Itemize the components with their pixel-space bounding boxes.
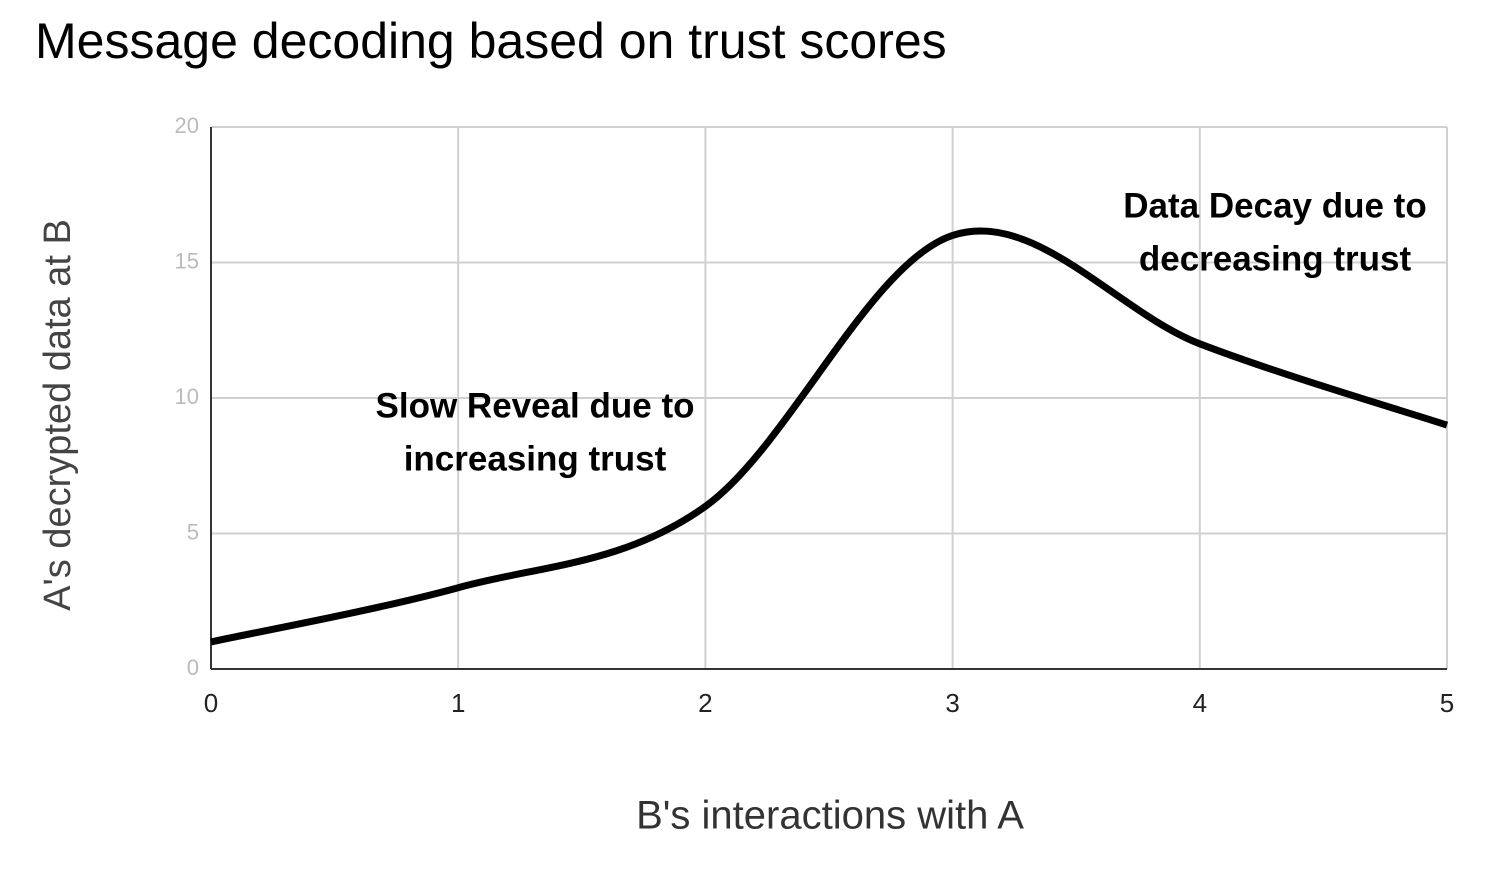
x-tick-label: 2 bbox=[698, 688, 712, 718]
annotation: Data Decay due to bbox=[1123, 186, 1426, 225]
annotation: increasing trust bbox=[404, 439, 667, 478]
chart-title: Message decoding based on trust scores bbox=[35, 13, 947, 69]
x-tick-label: 0 bbox=[204, 688, 218, 718]
y-axis-label: A's decrypted data at B bbox=[37, 219, 79, 611]
x-tick-label: 3 bbox=[945, 688, 959, 718]
annotation: decreasing trust bbox=[1139, 239, 1412, 278]
x-axis-label: B's interactions with A bbox=[636, 794, 1024, 838]
annotation: Slow Reveal due to bbox=[376, 386, 695, 425]
y-tick-label: 10 bbox=[175, 384, 199, 409]
x-tick-label: 4 bbox=[1193, 688, 1207, 718]
y-tick-label: 0 bbox=[187, 655, 199, 680]
x-tick-label: 5 bbox=[1440, 688, 1454, 718]
y-tick-label: 20 bbox=[175, 113, 199, 138]
line bbox=[210, 227, 1449, 646]
y-tick-label: 5 bbox=[187, 519, 199, 544]
x-tick-label: 1 bbox=[451, 688, 465, 718]
y-tick-label: 15 bbox=[175, 248, 199, 273]
